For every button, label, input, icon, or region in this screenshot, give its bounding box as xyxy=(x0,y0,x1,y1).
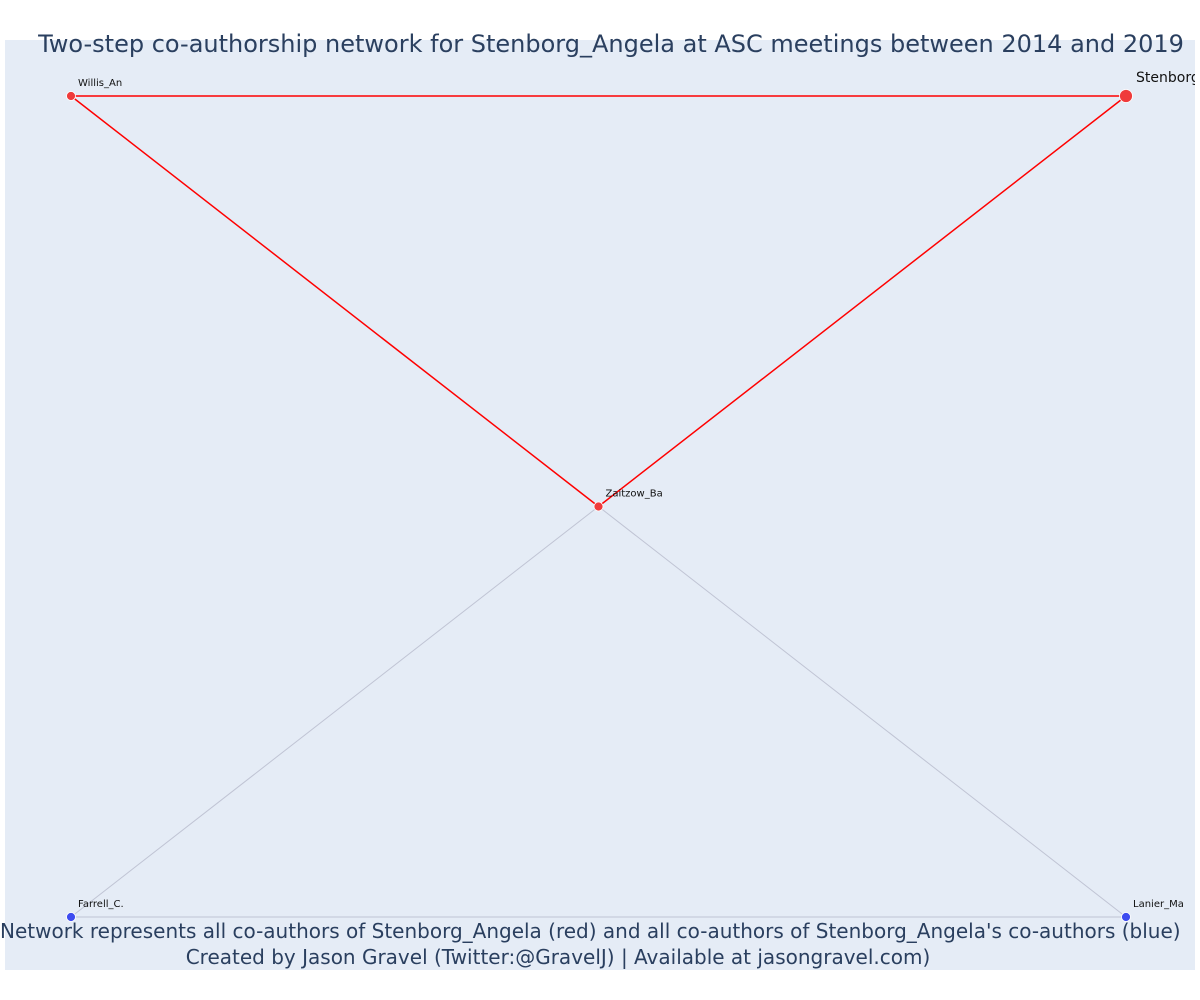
node-farrell[interactable] xyxy=(66,912,76,922)
node-willis[interactable] xyxy=(66,91,76,101)
node-label-farrell: Farrell_C. xyxy=(78,899,124,910)
node-label-lanier: Lanier_Ma xyxy=(1133,899,1184,910)
node-zaitzow[interactable] xyxy=(593,501,604,512)
plot-area: Stenborg_Angela Willis_An Zaitzow_Ba Farrel… xyxy=(5,40,1195,970)
edge-zaitzow-farrell xyxy=(70,506,599,918)
edge-zaitzow-stenborg xyxy=(598,95,1127,508)
node-label-zaitzow: Zaitzow_Ba xyxy=(606,489,663,500)
node-lanier[interactable] xyxy=(1121,912,1131,922)
network-graph: Stenborg_Angela Willis_An Zaitzow_Ba Farrel… xyxy=(66,70,1195,922)
edge-willis-zaitzow xyxy=(70,95,599,508)
chart-title: Two-step co-authorship network for Stenb… xyxy=(38,30,1184,58)
caption-credit: Created by Jason Gravel (Twitter:@Gravel… xyxy=(185,945,931,969)
node-stenborg[interactable] xyxy=(1119,89,1133,103)
edge-zaitzow-lanier xyxy=(598,506,1127,918)
node-label-willis: Willis_An xyxy=(78,78,122,89)
node-label-stenborg: Stenborg_Angela xyxy=(1136,70,1195,86)
caption-description: Network represents all co-authors of Ste… xyxy=(0,919,1181,943)
